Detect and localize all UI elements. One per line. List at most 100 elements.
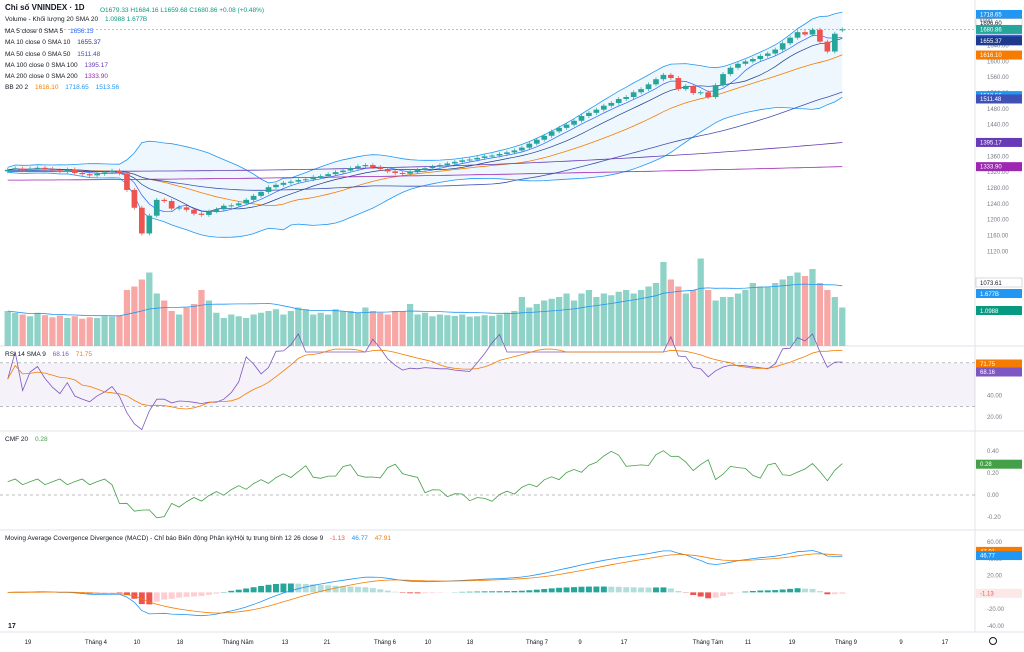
macd-histogram-bar (600, 586, 607, 593)
legend-ma200[interactable]: MA 200 close 0 SMA 200 1333.90 (5, 72, 113, 81)
legend-bb[interactable]: BB 20 2 1616.10 1718.65 1513.56 (5, 83, 124, 92)
rsi-tag-bg (976, 367, 1022, 377)
volume-bar (451, 315, 458, 346)
time-axis-label-10: Tháng 7 (526, 640, 549, 646)
volume-bar (824, 290, 831, 346)
volume-bar (555, 297, 563, 346)
candle-body (399, 172, 406, 174)
legend-macd-line-value: 46.77 (351, 535, 368, 542)
rsi-line (7, 333, 843, 431)
candle-body (176, 207, 182, 209)
candle-body (34, 167, 41, 169)
legend-ma5[interactable]: MA 5 close 0 SMA 5 1656.15 (5, 27, 98, 36)
volume-bar (347, 311, 354, 346)
time-axis-label-18: 17 (942, 640, 949, 646)
legend-volume[interactable]: Volume - Khối lượng 20 SMA 20 1.0988 1.6… (5, 15, 152, 24)
legend-cmf[interactable]: CMF 20 0.28 (5, 435, 53, 444)
macd-histogram-bar (123, 592, 130, 596)
candle-body (183, 207, 190, 210)
legend-volume-values: 1.0988 1.677B (104, 16, 148, 23)
legend-rsi[interactable]: RSI 14 SMA 9 68.16 71.75 (5, 350, 97, 359)
macd-histogram-bar (645, 587, 652, 593)
legend-ma10[interactable]: MA 10 close 0 SMA 10 1655.37 (5, 38, 106, 47)
macd-histogram-bar (228, 590, 235, 593)
volume-bar (786, 276, 794, 346)
macd-histogram-bar (489, 591, 496, 593)
candle-body (49, 169, 56, 171)
macd-histogram-bar (459, 591, 466, 593)
volume-sma-line (7, 283, 843, 317)
volume-bar (444, 315, 451, 346)
time-axis-label-17: 9 (899, 640, 903, 646)
price-tag-bg (976, 162, 1022, 172)
macd-histogram-bar (369, 588, 376, 593)
candle-body (422, 168, 428, 170)
macd-histogram-bar (533, 589, 540, 593)
macd-histogram-bar (518, 590, 525, 593)
candle-body (161, 199, 168, 202)
candle-body (794, 32, 801, 38)
volume-bar (325, 314, 332, 346)
macd-histogram-bar (653, 587, 659, 593)
bollinger-lower-line (7, 96, 843, 238)
volume-bar (667, 279, 675, 346)
candle-body (273, 184, 279, 188)
volume-bar (839, 307, 846, 346)
volume-bar (459, 314, 466, 346)
legend-macd-name: Moving Average Covergence Divergence (MA… (5, 535, 324, 542)
candle-body (131, 189, 138, 208)
volume-tag-label: 1.677B (980, 292, 999, 298)
macd-histogram-bar (697, 592, 704, 597)
rsi-sma-line (7, 348, 843, 410)
volume-bar (779, 279, 786, 346)
macd-histogram-bar (496, 591, 503, 593)
candle-body (556, 127, 562, 132)
macd-histogram-bar (407, 592, 414, 594)
volume-bar (116, 315, 123, 346)
volume-tag-bg (975, 277, 1023, 288)
legend-ma100[interactable]: MA 100 close 0 SMA 100 1395.17 (5, 61, 113, 70)
legend-ma50[interactable]: MA 50 close 0 SMA 50 1511.48 (5, 50, 105, 59)
macd-histogram-bar (235, 589, 242, 593)
candle-body (563, 124, 570, 128)
cmf-tick: 0.00 (987, 493, 999, 499)
time-axis-label-8: 10 (425, 640, 432, 646)
price-tick-5: 1480.00 (987, 107, 1009, 113)
candle-body (571, 120, 577, 125)
macd-histogram-bar (503, 591, 510, 593)
time-axis-label-13: Tháng Tám (693, 640, 724, 646)
macd-histogram-bar (287, 583, 294, 593)
legend-ma5-value: 1656.15 (69, 28, 94, 35)
volume-bar (615, 291, 622, 346)
ohlc-readout: O1679.33 H1684.16 L1659.68 C1680.86 +0.0… (100, 6, 269, 15)
volume-bar (466, 316, 473, 346)
macd-histogram-bar (422, 592, 428, 594)
candle-body (675, 78, 682, 90)
candle-body (705, 92, 711, 98)
macd-histogram-bar (749, 590, 756, 593)
macd-tick: -20.00 (987, 607, 1005, 613)
macd-histogram-bar (191, 592, 197, 597)
candle-body (511, 150, 518, 153)
symbol-title[interactable]: Chỉ số VNINDEX · 1D (5, 3, 85, 12)
macd-tick: -40.00 (987, 624, 1005, 630)
volume-bar (310, 314, 317, 346)
volume-bar (399, 311, 406, 346)
volume-bar (265, 311, 272, 346)
price-tick-13: 1160.00 (987, 233, 1009, 239)
volume-bar (474, 316, 481, 346)
volume-bar (578, 293, 585, 346)
volume-bar (690, 290, 697, 346)
candle-body (220, 205, 227, 210)
settings-gear-icon[interactable] (989, 637, 997, 645)
price-tag-label: 1680.86 (980, 27, 1002, 33)
volume-bar (280, 314, 287, 346)
bollinger-upper-line (7, 11, 843, 184)
legend-rsi-name: RSI 14 SMA 9 (5, 351, 46, 358)
volume-bar (354, 312, 362, 346)
candle-body (280, 182, 287, 185)
volume-bar (727, 297, 734, 346)
legend-macd[interactable]: Moving Average Covergence Divergence (MA… (5, 534, 396, 543)
macd-histogram-bar (325, 585, 332, 593)
